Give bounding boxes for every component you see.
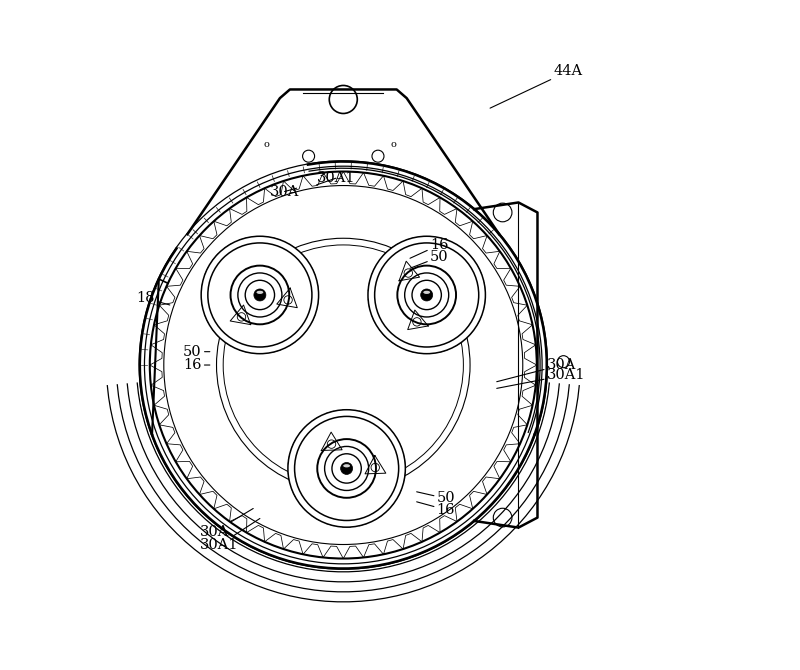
- Circle shape: [254, 289, 266, 301]
- Circle shape: [230, 265, 290, 324]
- Circle shape: [368, 237, 486, 354]
- Text: o: o: [264, 140, 270, 149]
- Text: 50: 50: [183, 344, 210, 358]
- Text: 30A1: 30A1: [497, 368, 586, 389]
- Text: 30A1: 30A1: [317, 172, 355, 185]
- Ellipse shape: [422, 290, 430, 295]
- Text: 50: 50: [417, 492, 455, 505]
- Text: 18: 18: [137, 291, 170, 306]
- Text: 16: 16: [183, 358, 210, 372]
- Circle shape: [341, 462, 353, 474]
- Text: 30A: 30A: [270, 184, 299, 198]
- Circle shape: [421, 289, 433, 301]
- Text: 30A: 30A: [497, 358, 576, 382]
- Circle shape: [398, 265, 456, 324]
- Circle shape: [318, 439, 376, 498]
- Circle shape: [201, 237, 318, 354]
- Text: 50: 50: [410, 250, 449, 268]
- Text: 30A: 30A: [200, 509, 254, 539]
- Text: 16: 16: [410, 238, 449, 258]
- Text: 16: 16: [417, 502, 455, 517]
- Ellipse shape: [256, 290, 264, 295]
- Ellipse shape: [342, 464, 350, 468]
- Text: 30A1: 30A1: [200, 519, 260, 552]
- Circle shape: [288, 410, 406, 527]
- Text: o: o: [390, 140, 396, 149]
- Text: 44A: 44A: [490, 64, 582, 108]
